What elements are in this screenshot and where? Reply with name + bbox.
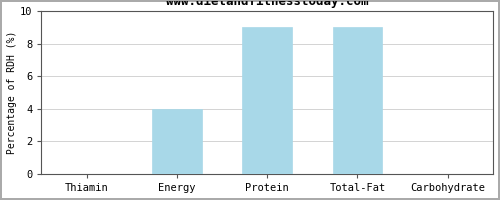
Title: Cheese, goat, soft type per 1.000 oz (or 28.35 g)
www.dietandfitnesstoday.com: Cheese, goat, soft type per 1.000 oz (or…: [84, 0, 451, 8]
Y-axis label: Percentage of RDH (%): Percentage of RDH (%): [7, 31, 17, 154]
Bar: [152, 109, 202, 174]
Bar: [242, 27, 292, 174]
Bar: [332, 27, 382, 174]
